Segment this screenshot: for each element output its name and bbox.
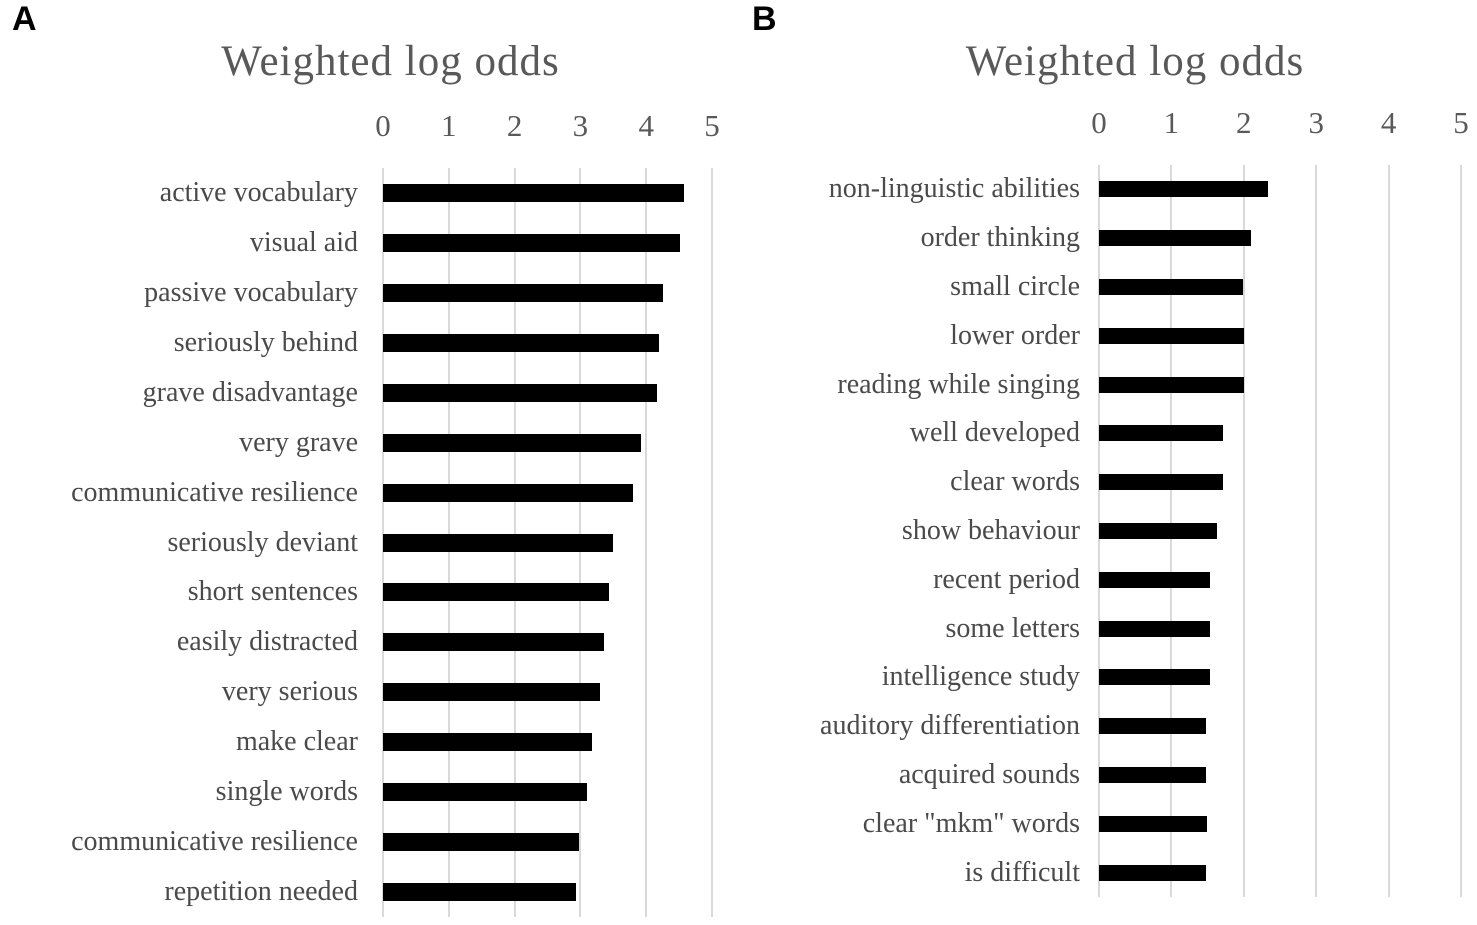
- category-label: seriously behind: [173, 326, 358, 358]
- gridline: [1242, 165, 1245, 897]
- bar-well-developed: [1099, 425, 1223, 442]
- bar-visual-aid: [383, 233, 681, 252]
- x-tick-label: 3: [572, 108, 589, 143]
- bar-some-letters: [1099, 620, 1211, 637]
- panel-label-b: B: [752, 0, 777, 38]
- category-label: clear "mkm" words: [862, 807, 1080, 839]
- category-label: very grave: [239, 426, 358, 458]
- category-label: short sentences: [187, 576, 358, 608]
- chart-a-plot-area: 0 1 2 3 4 5: [375, 110, 720, 917]
- category-label: single words: [215, 776, 358, 808]
- category-label: very serious: [221, 676, 358, 708]
- gridline: [711, 168, 713, 917]
- category-label: active vocabulary: [159, 176, 358, 208]
- bar-communicative-resilience: [383, 483, 634, 502]
- bar-is-difficult: [1099, 864, 1207, 881]
- bar-auditory-differentiation: [1099, 718, 1207, 735]
- category-label: acquired sounds: [898, 758, 1080, 790]
- bar-single-words: [383, 783, 587, 802]
- bar-seriously-deviant: [383, 533, 614, 552]
- bar-clear-mkm-words: [1099, 815, 1207, 832]
- category-label: recent period: [933, 563, 1080, 595]
- bar-clear-words: [1099, 474, 1223, 491]
- bar-acquired-sounds: [1099, 767, 1207, 783]
- bar-recent-period: [1099, 571, 1211, 588]
- x-tick-label: 1: [441, 108, 457, 143]
- bar-communicative-resilience: [383, 833, 580, 852]
- chart-b-plot-area: 0 1 2 3 4 5: [1091, 107, 1469, 897]
- bar-show-behaviour: [1099, 523, 1217, 539]
- x-tick-label: 1: [1163, 105, 1180, 140]
- x-tick-label: 5: [1453, 105, 1469, 140]
- category-label: make clear: [235, 726, 358, 758]
- bar-short-sentences: [383, 583, 610, 602]
- category-label: non-linguistic abilities: [828, 173, 1080, 205]
- bar-repetition-needed: [383, 883, 577, 902]
- category-label: visual aid: [249, 226, 358, 258]
- bar-small-circle: [1099, 279, 1244, 295]
- category-label: intelligence study: [881, 661, 1080, 693]
- x-tick-label: 0: [1091, 105, 1107, 140]
- chart-a-title: Weighted log odds: [221, 38, 560, 85]
- bar-active-vocabulary: [383, 183, 684, 202]
- category-label: reading while singing: [837, 368, 1080, 400]
- category-label: lower order: [950, 319, 1080, 351]
- bar-non-linguistic-abilities: [1099, 181, 1269, 198]
- category-label: show behaviour: [901, 514, 1080, 546]
- category-label: auditory differentiation: [820, 710, 1080, 742]
- bar-order-thinking: [1099, 230, 1252, 247]
- bar-very-grave: [383, 433, 641, 452]
- chart-b-category-labels: non-linguistic abilities order thinking sm…: [737, 165, 1080, 897]
- category-label: small circle: [950, 270, 1080, 302]
- x-tick-label: 3: [1308, 105, 1324, 140]
- x-tick-label: 0: [375, 108, 391, 143]
- category-label: order thinking: [920, 222, 1080, 254]
- category-label: is difficult: [964, 856, 1080, 888]
- category-label: communicative resilience: [71, 476, 358, 508]
- bar-grave-disadvantage: [383, 383, 657, 402]
- category-label: well developed: [909, 417, 1080, 449]
- gridline: [1315, 165, 1318, 897]
- category-label: clear words: [950, 466, 1080, 498]
- category-label: some letters: [945, 612, 1080, 644]
- bar-intelligence-study: [1099, 669, 1211, 686]
- gridline: [645, 168, 648, 917]
- category-label: easily distracted: [176, 626, 358, 658]
- bar-lower-order: [1099, 327, 1244, 344]
- bar-passive-vocabulary: [383, 283, 663, 302]
- gridline: [1387, 165, 1390, 897]
- bar-make-clear: [383, 733, 593, 752]
- x-tick-label: 4: [1380, 105, 1397, 140]
- category-label: communicative resilience: [71, 826, 358, 858]
- x-tick-label: 4: [638, 108, 654, 143]
- category-label: repetition needed: [164, 876, 358, 908]
- bar-easily-distracted: [383, 633, 605, 652]
- category-label: grave disadvantage: [142, 376, 358, 408]
- gridline: [1460, 165, 1462, 897]
- bar-seriously-behind: [383, 333, 660, 352]
- panel-label-a: A: [12, 0, 37, 38]
- x-tick-label: 5: [704, 108, 720, 143]
- category-label: seriously deviant: [167, 526, 358, 558]
- bar-reading-while-singing: [1099, 376, 1244, 393]
- category-label: passive vocabulary: [144, 276, 358, 308]
- chart-a-category-labels: active vocabulary visual aid passive vocab…: [0, 168, 358, 917]
- x-tick-label: 2: [1236, 105, 1252, 140]
- x-tick-label: 2: [506, 108, 523, 143]
- chart-b-title: Weighted log odds: [965, 38, 1305, 85]
- chart-panel-b: B Weighted log odds non-linguistic abili…: [737, 0, 1477, 925]
- bar-very-serious: [383, 683, 601, 702]
- chart-panel-a: A Weighted log odds active vocabulary vis…: [0, 0, 737, 925]
